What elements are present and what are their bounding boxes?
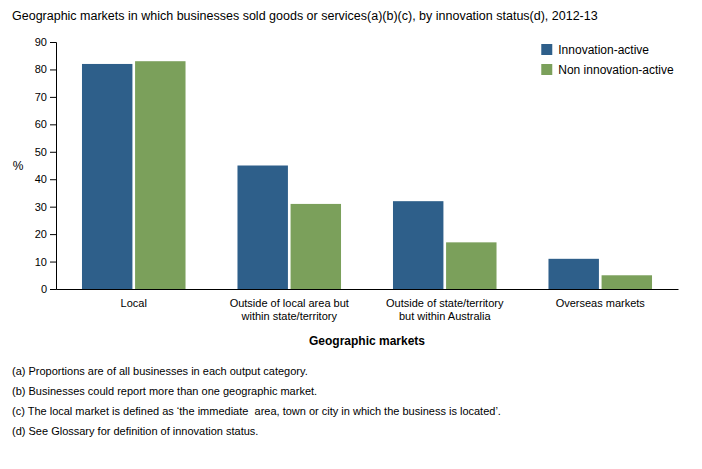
y-tick-label: 40: [35, 173, 47, 185]
y-axis-line: [50, 43, 57, 290]
y-tick-mark: [50, 42, 56, 43]
x-tick-label-line: Overseas markets: [556, 297, 646, 309]
bar: [291, 204, 341, 289]
legend-label: Non innovation-active: [558, 63, 674, 77]
x-tick: Local: [121, 289, 147, 309]
bars: [82, 61, 652, 289]
legend-item: Non innovation-active: [541, 63, 674, 77]
y-tick-mark: [50, 234, 56, 235]
bar: [82, 64, 132, 289]
y-tick-label: 20: [35, 228, 47, 240]
y-tick-mark: [50, 152, 56, 153]
y-tick: 0: [41, 283, 56, 295]
footnotes: (a) Proportions are of all businesses in…: [12, 365, 501, 437]
chart: Geographic markets in which businesses s…: [0, 0, 702, 469]
legend: Innovation-active Non innovation-active: [541, 43, 674, 77]
x-tick-label-line: Outside of state/territory: [386, 297, 504, 309]
bar: [237, 166, 287, 290]
x-tick-label-line: Outside of local area but: [230, 297, 349, 309]
y-axis: 0 10 20 30 40 50 60 70 80 90: [35, 36, 57, 295]
y-tick-mark: [50, 262, 56, 263]
footnote: (c) The local market is defined as ‘the …: [12, 405, 501, 417]
y-tick-label: 60: [35, 118, 47, 130]
x-tick-label: Outside of state/territorybut within Aus…: [386, 297, 504, 322]
y-tick: 80: [35, 63, 56, 75]
x-label: Geographic markets: [309, 334, 425, 348]
y-label: %: [13, 159, 24, 173]
plot: 0 10 20 30 40 50 60 70 80 90% Local Outside of loca…: [13, 36, 679, 322]
bar: [446, 242, 496, 289]
title: Geographic markets in which businesses s…: [12, 9, 598, 23]
y-tick: 70: [35, 91, 56, 103]
x-axis-line: [57, 289, 679, 290]
y-tick: 40: [35, 173, 56, 185]
x-tick-label-line: within state/territory: [241, 310, 338, 322]
y-tick: 90: [35, 36, 56, 48]
bar: [393, 201, 443, 289]
footnote: (d) See Glossary for definition of innov…: [12, 425, 258, 437]
x-tick-label-line: but within Australia: [399, 310, 492, 322]
y-tick-label: 70: [35, 91, 47, 103]
y-tick-mark: [50, 179, 56, 180]
y-tick-mark: [50, 207, 56, 208]
footnote: (a) Proportions are of all businesses in…: [12, 365, 308, 377]
y-tick-label: 90: [35, 36, 47, 48]
x-axis: Local Outside of local area butwithin sta…: [57, 289, 679, 322]
x-tick-label: Local: [121, 297, 147, 309]
x-tick: Outside of state/territorybut within Aus…: [386, 289, 504, 322]
y-tick-mark: [50, 97, 56, 98]
y-tick: 50: [35, 146, 56, 158]
y-tick: 20: [35, 228, 56, 240]
x-tick-label: Outside of local area butwithin state/te…: [230, 297, 349, 322]
bar: [602, 275, 652, 289]
legend-label: Innovation-active: [558, 43, 649, 57]
x-tick-label-line: Local: [121, 297, 147, 309]
y-tick-mark: [50, 69, 56, 70]
y-tick-label: 10: [35, 256, 47, 268]
x-tick: Overseas markets: [556, 289, 646, 309]
legend-swatch: [541, 44, 552, 55]
x-tick-label: Overseas markets: [556, 297, 646, 309]
y-tick: 30: [35, 201, 56, 213]
bar: [548, 259, 598, 289]
y-tick-mark: [50, 289, 56, 290]
y-tick: 10: [35, 256, 56, 268]
y-tick-label: 80: [35, 63, 47, 75]
footnote: (b) Businesses could report more than on…: [12, 385, 317, 397]
legend-swatch: [541, 64, 552, 75]
y-tick-mark: [50, 124, 56, 125]
y-tick-label: 30: [35, 201, 47, 213]
x-tick: Outside of local area butwithin state/te…: [230, 289, 349, 322]
bar: [135, 61, 185, 289]
legend-item: Innovation-active: [541, 43, 649, 57]
y-tick: 60: [35, 118, 56, 130]
y-tick-label: 0: [41, 283, 47, 295]
bar-series: [135, 61, 652, 289]
y-tick-label: 50: [35, 146, 47, 158]
